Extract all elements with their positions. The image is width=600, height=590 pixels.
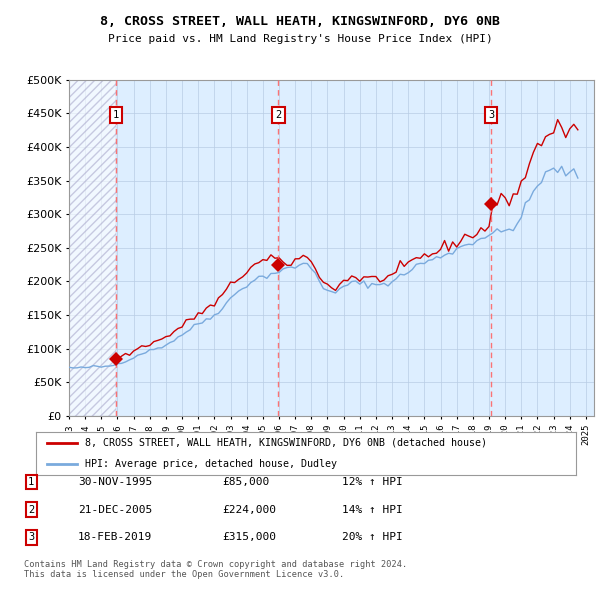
Text: 1: 1: [28, 477, 34, 487]
Text: 8, CROSS STREET, WALL HEATH, KINGSWINFORD, DY6 0NB (detached house): 8, CROSS STREET, WALL HEATH, KINGSWINFOR…: [85, 438, 487, 448]
Text: Contains HM Land Registry data © Crown copyright and database right 2024.
This d: Contains HM Land Registry data © Crown c…: [24, 560, 407, 579]
Text: 1: 1: [113, 110, 119, 120]
Text: 21-DEC-2005: 21-DEC-2005: [78, 505, 152, 514]
Text: HPI: Average price, detached house, Dudley: HPI: Average price, detached house, Dudl…: [85, 459, 337, 469]
Text: 14% ↑ HPI: 14% ↑ HPI: [342, 505, 403, 514]
Text: 8, CROSS STREET, WALL HEATH, KINGSWINFORD, DY6 0NB: 8, CROSS STREET, WALL HEATH, KINGSWINFOR…: [100, 15, 500, 28]
Text: 2: 2: [28, 505, 34, 514]
Text: 30-NOV-1995: 30-NOV-1995: [78, 477, 152, 487]
Text: 3: 3: [488, 110, 494, 120]
Text: 18-FEB-2019: 18-FEB-2019: [78, 533, 152, 542]
Text: 20% ↑ HPI: 20% ↑ HPI: [342, 533, 403, 542]
Bar: [69, 80, 116, 416]
Text: Price paid vs. HM Land Registry's House Price Index (HPI): Price paid vs. HM Land Registry's House …: [107, 34, 493, 44]
Text: 2: 2: [275, 110, 281, 120]
Text: £224,000: £224,000: [222, 505, 276, 514]
Text: 12% ↑ HPI: 12% ↑ HPI: [342, 477, 403, 487]
Text: £315,000: £315,000: [222, 533, 276, 542]
Text: 3: 3: [28, 533, 34, 542]
Text: £85,000: £85,000: [222, 477, 269, 487]
